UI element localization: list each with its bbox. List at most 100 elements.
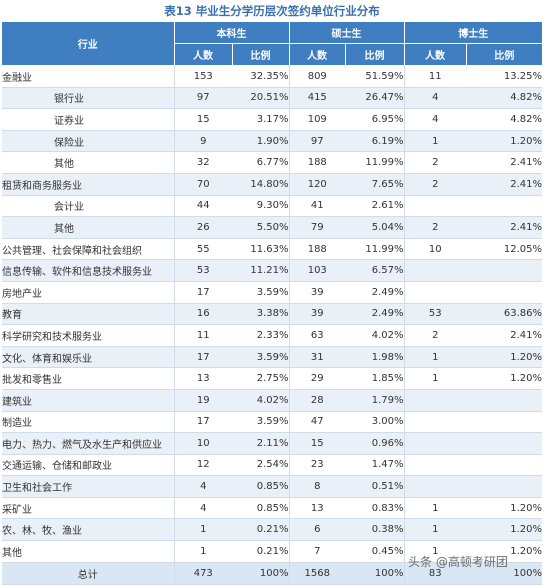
ratio-cell (466, 389, 542, 412)
count-cell: 53 (173, 259, 232, 282)
ratio-cell: 1.20% (466, 540, 542, 563)
ratio-cell: 11.99% (345, 238, 404, 261)
ratio-cell: 2.41% (466, 324, 542, 347)
count-cell: 13 (173, 367, 232, 390)
ratio-cell: 0.85% (232, 475, 289, 498)
count-cell: 4 (173, 497, 232, 520)
ratio-cell: 2.49% (345, 281, 404, 304)
header-group-doctor: 博士生 (403, 22, 542, 44)
ratio-cell: 0.83% (345, 497, 404, 520)
count-cell (403, 411, 466, 434)
table-row: 卫生和社会工作 4 0.85% 8 0.51% (2, 475, 542, 498)
ratio-cell: 3.59% (232, 346, 289, 369)
count-cell: 2 (403, 324, 466, 347)
ratio-cell: 1.47% (345, 454, 404, 477)
count-cell: 11 (173, 324, 232, 347)
ratio-cell: 4.02% (232, 389, 289, 412)
table-row: 制造业 17 3.59% 47 3.00% (2, 411, 542, 434)
count-cell: 13 (288, 497, 345, 520)
ratio-cell: 13.25% (466, 65, 542, 88)
ratio-cell: 51.59% (345, 65, 404, 88)
table-row: 电力、热力、燃气及水生产和供应业 10 2.11% 15 0.96% (2, 432, 542, 455)
total-count-cell: 473 (173, 562, 232, 585)
count-cell: 8 (288, 475, 345, 498)
ratio-cell: 5.04% (345, 216, 404, 239)
count-cell: 29 (288, 367, 345, 390)
ratio-cell: 1.20% (466, 518, 542, 542)
count-cell: 17 (173, 281, 232, 304)
header-industry: 行业 (2, 22, 174, 66)
watermark-text: 头条 @高顿考研团 (408, 555, 508, 569)
count-cell: 79 (288, 216, 345, 239)
count-cell: 415 (288, 87, 345, 110)
ratio-cell: 1.20% (466, 130, 542, 153)
count-cell: 188 (288, 238, 345, 261)
count-cell (403, 454, 466, 477)
total-count-cell: 1568 (288, 562, 345, 585)
count-cell: 97 (288, 130, 345, 153)
industry-distribution-table: 行业 本科生 硕士生 博士生 人数 比例 人数 比例 人数 比例 金融业 153 3… (2, 22, 542, 585)
count-cell: 28 (288, 389, 345, 412)
ratio-cell (466, 454, 542, 477)
ratio-cell: 1.79% (345, 389, 404, 412)
count-cell: 47 (288, 411, 345, 434)
ratio-cell: 6.57% (345, 259, 404, 282)
count-cell: 1 (403, 346, 466, 369)
ratio-cell: 32.35% (232, 65, 289, 88)
table-row: 教育 16 3.38% 39 2.49% 53 63.86% (2, 303, 542, 326)
table-row: 交通运输、仓储和邮政业 12 2.54% 23 1.47% (2, 454, 542, 477)
table-row: 保险业 9 1.90% 97 6.19% 1 1.20% (2, 130, 542, 153)
ratio-cell: 1.20% (466, 346, 542, 369)
count-cell: 41 (288, 195, 345, 218)
ratio-cell: 1.20% (466, 497, 542, 520)
count-cell (403, 475, 466, 498)
ratio-cell (466, 259, 542, 282)
ratio-cell: 2.11% (232, 432, 289, 455)
count-cell (403, 281, 466, 304)
ratio-cell: 11.63% (232, 238, 289, 261)
table-row: 房地产业 17 3.59% 39 2.49% (2, 281, 542, 304)
industry-name: 批发和零售业 (2, 367, 174, 390)
ratio-cell: 0.96% (345, 432, 404, 455)
table-row: 建筑业 19 4.02% 28 1.79% (2, 389, 542, 412)
count-cell: 6 (288, 518, 345, 542)
industry-name: 其他 (2, 540, 174, 563)
count-cell: 39 (288, 281, 345, 304)
header-group-master: 硕士生 (288, 22, 404, 44)
count-cell: 1 (173, 540, 232, 563)
ratio-cell: 3.17% (232, 108, 289, 131)
ratio-cell: 0.21% (232, 518, 289, 542)
industry-name: 卫生和社会工作 (2, 475, 174, 498)
count-cell: 1 (403, 540, 466, 563)
count-cell: 17 (173, 411, 232, 434)
count-cell: 10 (173, 432, 232, 455)
count-cell: 103 (288, 259, 345, 282)
ratio-cell: 1.85% (345, 367, 404, 390)
ratio-cell: 2.75% (232, 367, 289, 390)
ratio-cell: 0.21% (232, 540, 289, 563)
ratio-cell: 2.49% (345, 303, 404, 326)
ratio-cell (466, 475, 542, 498)
count-cell (403, 259, 466, 282)
ratio-cell: 2.41% (466, 173, 542, 196)
ratio-cell (466, 411, 542, 434)
count-cell: 15 (288, 432, 345, 455)
count-cell: 153 (173, 65, 232, 88)
count-cell: 120 (288, 173, 345, 196)
ratio-cell (466, 432, 542, 455)
table-title: 表13 毕业生分学历层次签约单位行业分布 (164, 4, 380, 18)
ratio-cell: 11.21% (232, 259, 289, 282)
header-bachelor-count: 人数 (173, 43, 232, 66)
table-row: 其他 26 5.50% 79 5.04% 2 2.41% (2, 216, 542, 239)
ratio-cell: 3.59% (232, 411, 289, 434)
industry-name: 采矿业 (2, 497, 174, 520)
count-cell: 10 (403, 238, 466, 261)
count-cell: 7 (288, 540, 345, 563)
header-doctor-ratio: 比例 (465, 43, 542, 66)
ratio-cell: 4.02% (345, 324, 404, 347)
count-cell: 55 (173, 238, 232, 261)
ratio-cell: 6.77% (232, 151, 289, 174)
table-row: 农、林、牧、渔业 1 0.21% 6 0.38% 1 1.20% (2, 518, 542, 542)
industry-name: 公共管理、社会保障和社会组织 (2, 238, 174, 261)
count-cell: 4 (173, 475, 232, 498)
